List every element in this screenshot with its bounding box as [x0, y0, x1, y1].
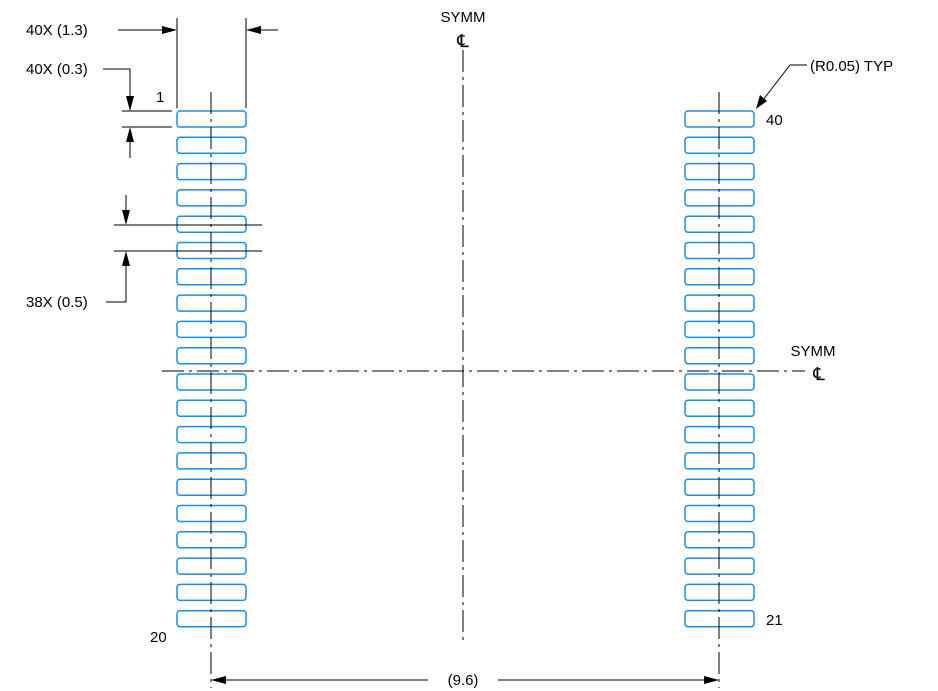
- row-span-dimension: (9.6): [211, 672, 719, 689]
- corner-radius-label: (R0.05) TYP: [810, 58, 893, 75]
- right-centerline-symbol: ℄: [812, 364, 825, 384]
- pin-20-label: 20: [150, 629, 167, 646]
- row-span-label: (9.6): [448, 672, 479, 689]
- pin-21-label: 21: [766, 612, 783, 629]
- pad-length-dimension: 40X (1.3): [26, 18, 278, 108]
- right-symm-label: SYMM: [791, 343, 836, 360]
- corner-radius-callout: (R0.05) TYP: [756, 58, 893, 109]
- pad-width-dimension: 40X (0.3): [26, 61, 172, 158]
- top-centerline-symbol: ℄: [456, 31, 469, 51]
- pad-length-label: 40X (1.3): [26, 22, 88, 39]
- pin-40-label: 40: [766, 112, 783, 129]
- pitch-dimension: 38X (0.5): [26, 195, 262, 311]
- pin-1-label: 1: [156, 89, 164, 106]
- pitch-label: 38X (0.5): [26, 294, 88, 311]
- top-symm-label: SYMM: [441, 9, 486, 26]
- pad-width-label: 40X (0.3): [26, 61, 88, 78]
